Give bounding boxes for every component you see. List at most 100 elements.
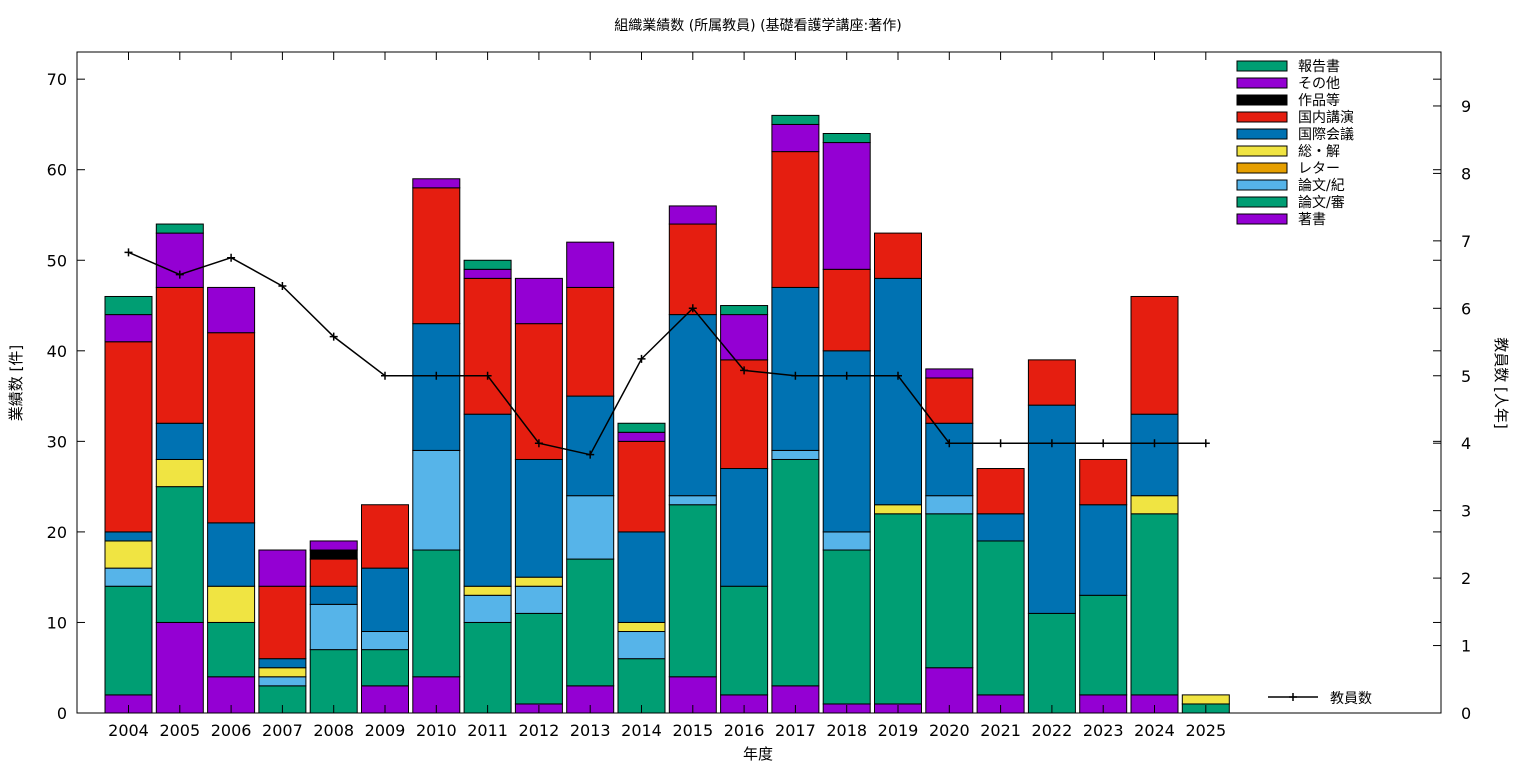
- y2-tick-label: 2: [1461, 569, 1471, 588]
- bar-2024-series-4: [1130, 495, 1179, 515]
- bar-2010-series-1: [412, 549, 461, 678]
- x-axis-label: 年度: [743, 745, 773, 763]
- bar-layer: [104, 114, 1230, 714]
- bar-2006-series-4: [207, 585, 256, 623]
- bar-2014-series-2: [617, 631, 666, 660]
- bar-2020-series-2: [925, 495, 974, 515]
- legend-swatch: [1236, 111, 1288, 123]
- bar-2014-series-9: [617, 422, 666, 433]
- y2-axis-label: 教員数 [人年]: [1492, 337, 1510, 428]
- line-point-2008: [329, 332, 338, 341]
- bar-2009-series-5: [361, 567, 409, 633]
- legend-label: レター: [1298, 161, 1340, 177]
- bar-2007-series-6: [258, 585, 307, 660]
- bar-2017-series-1: [771, 458, 820, 687]
- bar-2005-series-0: [155, 621, 204, 714]
- bar-2024-series-1: [1130, 513, 1179, 696]
- legend-label: 国内講演: [1298, 110, 1354, 126]
- bar-2014-series-8: [617, 431, 666, 442]
- y-tick-label: 70: [47, 70, 67, 89]
- y-axis-ticks: 0 10 20 30 40 50 60 70: [47, 70, 1441, 723]
- y-tick-label: 50: [47, 251, 67, 270]
- x-tick-label: 2005: [159, 721, 200, 740]
- bar-2006-series-8: [207, 286, 256, 334]
- line-teachers: [128, 251, 1206, 456]
- bar-2018-series-9: [822, 132, 871, 144]
- x-tick-label: 2014: [621, 721, 662, 740]
- bar-2012-series-1: [514, 612, 563, 705]
- line-point-2011: [483, 371, 492, 380]
- y-tick-label: 60: [47, 161, 67, 180]
- bar-2004-series-9: [104, 295, 153, 316]
- x-tick-label: 2018: [826, 721, 867, 740]
- legend-label: 作品等: [1298, 92, 1340, 109]
- y2-tick-label: 1: [1461, 637, 1471, 656]
- legend-label: 論文/審: [1298, 195, 1345, 211]
- bar-2004-series-2: [104, 567, 153, 587]
- bar-2015-series-5: [668, 314, 717, 497]
- bar-2020-series-8: [925, 368, 974, 379]
- bar-2024-series-6: [1130, 295, 1179, 415]
- legend-swatch: [1236, 60, 1288, 72]
- bar-2020-series-1: [925, 513, 974, 669]
- bar-2005-series-1: [155, 486, 204, 623]
- x-tick-label: 2011: [467, 721, 508, 740]
- x-tick-label: 2020: [929, 721, 970, 740]
- bar-2023-series-1: [1079, 594, 1128, 696]
- bar-2008-series-6: [309, 558, 358, 587]
- bar-2010-series-6: [412, 187, 461, 325]
- bar-2015-series-2: [668, 495, 717, 506]
- bar-2019-series-4: [874, 504, 922, 515]
- x-tick-label: 2016: [724, 721, 765, 740]
- line-point-2006: [227, 253, 236, 262]
- bar-2004-series-1: [104, 585, 153, 696]
- chart-title: 組織業績数 (所属教員) (基礎看護学講座:著作): [614, 17, 901, 34]
- legend-label: 著書: [1298, 212, 1326, 228]
- line-legend-label: 教員数: [1330, 691, 1372, 707]
- bar-2017-series-6: [771, 151, 820, 288]
- x-tick-label: 2004: [108, 721, 149, 740]
- bar-2018-series-1: [822, 549, 871, 705]
- bar-2009-series-2: [361, 631, 409, 651]
- bar-2006-series-6: [207, 332, 256, 524]
- bar-2016-series-8: [720, 314, 769, 361]
- bar-2004-series-5: [104, 531, 153, 542]
- bar-2008-series-2: [309, 603, 358, 651]
- line-point-2025: [1201, 439, 1210, 448]
- x-tick-label: 2006: [211, 721, 252, 740]
- y2-tick-label: 8: [1461, 164, 1471, 183]
- bar-2018-series-6: [822, 268, 871, 352]
- bar-2013-series-8: [566, 241, 615, 288]
- line-point-2005: [175, 270, 184, 279]
- legend-swatch: [1236, 179, 1288, 191]
- x-tick-label: 2021: [980, 721, 1021, 740]
- bar-2011-series-9: [463, 259, 512, 270]
- bar-2011-series-8: [463, 268, 512, 279]
- x-tick-label: 2024: [1134, 721, 1175, 740]
- bar-2011-series-2: [463, 594, 512, 623]
- bar-2004-series-8: [104, 314, 153, 343]
- bar-2014-series-5: [617, 531, 666, 623]
- bar-2011-series-6: [463, 277, 512, 415]
- line-layer: [124, 248, 1210, 459]
- bar-2005-series-4: [155, 458, 204, 488]
- line-legend: 教員数: [1268, 691, 1372, 707]
- bar-2007-series-8: [258, 549, 307, 587]
- bar-2008-series-1: [309, 649, 358, 714]
- y-tick-label: 20: [47, 523, 67, 542]
- bar-2023-series-5: [1079, 504, 1128, 596]
- bar-2005-series-9: [155, 223, 204, 234]
- bar-2010-series-8: [412, 178, 461, 189]
- legend-swatch: [1236, 213, 1288, 225]
- bar-2021-series-1: [976, 540, 1025, 696]
- legend-swatch: [1236, 145, 1288, 157]
- bar-2012-series-5: [514, 458, 563, 578]
- bar-2024-series-5: [1130, 413, 1179, 497]
- bar-2007-series-4: [258, 667, 307, 678]
- line-point-2010: [432, 371, 441, 380]
- legend-label: 国際会議: [1298, 126, 1354, 143]
- bar-2016-series-1: [720, 585, 769, 696]
- x-tick-label: 2007: [262, 721, 303, 740]
- bar-2013-series-5: [566, 395, 615, 497]
